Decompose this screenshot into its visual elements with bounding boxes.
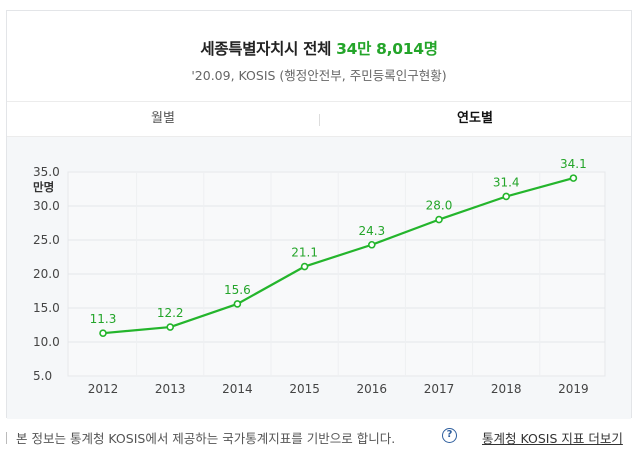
footer-divider	[6, 432, 7, 444]
x-tick-label: 2016	[357, 382, 388, 396]
data-point	[569, 174, 578, 182]
population-card: 세종특별자치시 전체 34만 8,014명 '20.09, KOSIS (행정안…	[6, 10, 632, 419]
x-tick-label: 2014	[222, 382, 253, 396]
chart-area: 35.0 30.0 25.0 20.0 15.0 10.0 5.0 만명 2012 2013 201…	[7, 137, 631, 419]
data-label: 24.3	[358, 224, 385, 238]
data-point	[166, 323, 174, 331]
x-tick-label: 2013	[155, 382, 186, 396]
series-line	[102, 177, 574, 335]
x-tick-label: 2019	[558, 382, 589, 396]
y-tick-label: 10.0	[33, 335, 60, 349]
data-label: 34.1	[560, 157, 587, 171]
page-title: 세종특별자치시 전체 34만 8,014명	[7, 37, 631, 59]
data-point	[435, 215, 443, 224]
y-unit-label: 만명	[33, 180, 54, 194]
kosis-more-link[interactable]: 통계청 KOSIS 지표 더보기	[482, 431, 623, 446]
tab-yearly[interactable]: 연도별	[457, 111, 493, 126]
data-point	[367, 240, 376, 249]
data-label: 15.6	[224, 283, 251, 297]
y-tick-label: 30.0	[33, 199, 60, 213]
data-label: 28.0	[426, 199, 453, 213]
data-label: 21.1	[291, 246, 318, 260]
data-point	[233, 300, 242, 308]
data-label: 11.3	[90, 312, 117, 326]
data-point	[502, 192, 511, 201]
title-prefix: 세종특별자치시 전체	[200, 40, 337, 58]
footer: 본 정보는 통계청 KOSIS에서 제공하는 국가통계지표를 기반으로 합니다.…	[0, 418, 642, 456]
footer-notice: 본 정보는 통계청 KOSIS에서 제공하는 국가통계지표를 기반으로 합니다.	[16, 431, 396, 446]
source-subtitle: '20.09, KOSIS (행정안전부, 주민등록인구현황)	[191, 68, 447, 83]
x-tick-label: 2018	[491, 382, 522, 396]
population-line-chart: 35.0 30.0 25.0 20.0 15.0 10.0 5.0 만명 2012 2013 201…	[33, 157, 606, 396]
y-tick-label: 35.0	[33, 165, 60, 179]
tab-divider	[319, 114, 320, 126]
period-tabs: 월별 연도별	[7, 101, 631, 137]
population-total: 34만 8,014명	[336, 40, 438, 58]
x-tick-label: 2017	[424, 382, 455, 396]
help-icon[interactable]: ?	[442, 428, 457, 443]
y-tick-label: 5.0	[33, 369, 52, 383]
card-header: 세종특별자치시 전체 34만 8,014명 '20.09, KOSIS (행정안…	[7, 11, 631, 101]
data-label: 31.4	[493, 175, 520, 189]
y-tick-label: 25.0	[33, 233, 60, 247]
y-tick-label: 20.0	[33, 267, 60, 281]
data-point	[300, 262, 309, 271]
data-point	[99, 329, 107, 337]
x-tick-label: 2015	[289, 382, 320, 396]
y-tick-label: 15.0	[33, 301, 60, 315]
data-label: 12.2	[157, 306, 184, 320]
tab-monthly[interactable]: 월별	[151, 111, 175, 126]
x-tick-label: 2012	[88, 382, 119, 396]
